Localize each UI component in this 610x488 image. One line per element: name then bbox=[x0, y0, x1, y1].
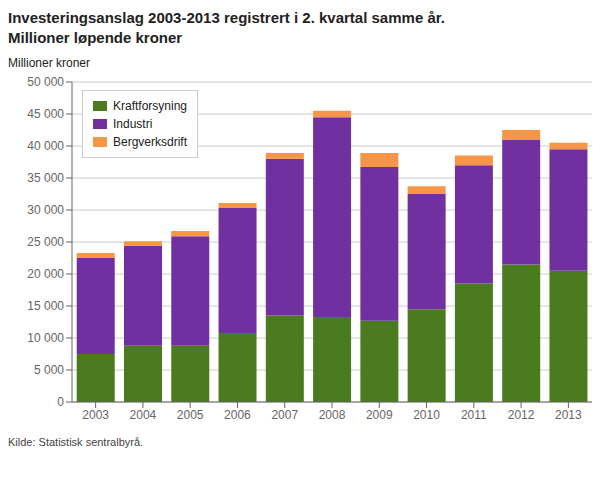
svg-text:45 000: 45 000 bbox=[27, 107, 64, 121]
svg-text:2013: 2013 bbox=[555, 408, 582, 422]
svg-text:2007: 2007 bbox=[271, 408, 298, 422]
svg-text:2009: 2009 bbox=[366, 408, 393, 422]
html-text:Kilde: Statistisk sentralbyrå.: Kilde: Statistisk sentralbyrå. bbox=[8, 436, 144, 448]
svg-text:2003: 2003 bbox=[82, 408, 109, 422]
svg-text:5 000: 5 000 bbox=[34, 363, 64, 377]
svg-text:35 000: 35 000 bbox=[27, 171, 64, 185]
svg-text:25 000: 25 000 bbox=[27, 235, 64, 249]
svg-text:2004: 2004 bbox=[130, 408, 157, 422]
html-text:Industri: Industri bbox=[113, 117, 153, 131]
html-text:Kraftforsyning: Kraftforsyning bbox=[113, 99, 187, 113]
html-text:Millioner løpende kroner: Millioner løpende kroner bbox=[8, 29, 183, 46]
svg-text:2008: 2008 bbox=[319, 408, 346, 422]
svg-text:15 000: 15 000 bbox=[27, 299, 64, 313]
svg-text:40 000: 40 000 bbox=[27, 139, 64, 153]
html-text:Bergverksdrift: Bergverksdrift bbox=[113, 135, 187, 149]
svg-text:10 000: 10 000 bbox=[27, 331, 64, 345]
svg-text:2012: 2012 bbox=[508, 408, 535, 422]
html-text:Investeringsanslag 2003-2013 r: Investeringsanslag 2003-2013 registrert … bbox=[8, 9, 445, 26]
svg-text:2010: 2010 bbox=[413, 408, 440, 422]
svg-text:20 000: 20 000 bbox=[27, 267, 64, 281]
html-text:Millioner kroner: Millioner kroner bbox=[8, 56, 90, 70]
svg-text:30 000: 30 000 bbox=[27, 203, 64, 217]
svg-text:2011: 2011 bbox=[461, 408, 487, 422]
svg-text:50 000: 50 000 bbox=[27, 75, 64, 89]
svg-text:2005: 2005 bbox=[177, 408, 204, 422]
svg-text:0: 0 bbox=[57, 395, 64, 409]
svg-text:2006: 2006 bbox=[224, 408, 251, 422]
